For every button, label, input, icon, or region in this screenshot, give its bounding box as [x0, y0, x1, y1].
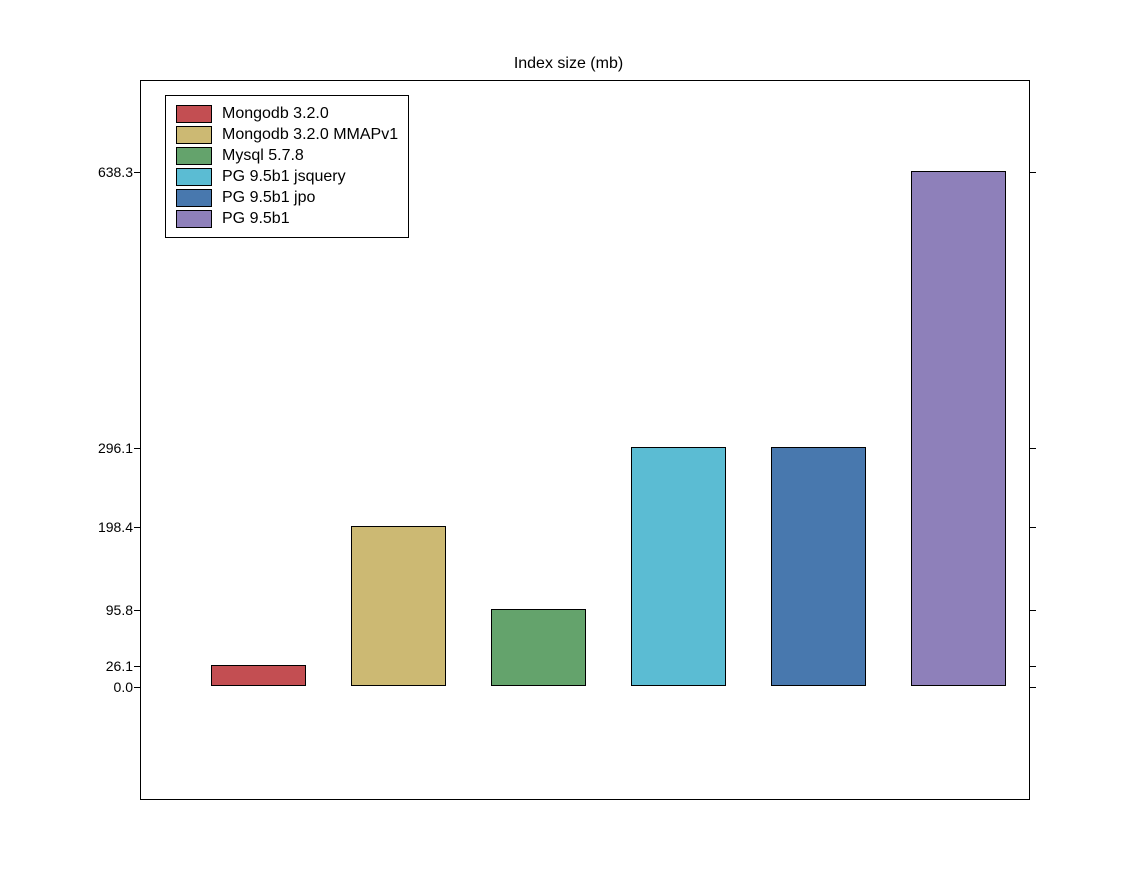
y-tick-mark-right-3 — [1030, 527, 1036, 528]
y-tick-mark-5 — [134, 172, 140, 173]
bar-3 — [631, 447, 726, 686]
legend-label-1: Mongodb 3.2.0 MMAPv1 — [222, 126, 398, 144]
chart-title: Index size (mb) — [514, 55, 623, 73]
legend-label-3: PG 9.5b1 jsquery — [222, 168, 346, 186]
y-tick-mark-right-0 — [1030, 687, 1036, 688]
legend-swatch-1 — [176, 126, 212, 144]
y-tick-label-2: 95.8 — [106, 602, 133, 618]
y-tick-label-0: 0.0 — [114, 679, 133, 695]
bar-2 — [491, 609, 586, 686]
bar-4 — [771, 447, 866, 686]
y-tick-mark-3 — [134, 527, 140, 528]
legend-swatch-2 — [176, 147, 212, 165]
y-tick-mark-1 — [134, 666, 140, 667]
y-tick-label-4: 296.1 — [98, 440, 133, 456]
legend-item-4: PG 9.5b1 jpo — [176, 189, 398, 207]
legend-swatch-5 — [176, 210, 212, 228]
legend-swatch-4 — [176, 189, 212, 207]
legend-label-5: PG 9.5b1 — [222, 210, 290, 228]
chart-legend: Mongodb 3.2.0 Mongodb 3.2.0 MMAPv1 Mysql 5… — [165, 95, 409, 238]
y-tick-mark-right-4 — [1030, 448, 1036, 449]
bar-0 — [211, 665, 306, 686]
legend-item-3: PG 9.5b1 jsquery — [176, 168, 398, 186]
bar-5 — [911, 171, 1006, 686]
y-tick-label-1: 26.1 — [106, 658, 133, 674]
bar-1 — [351, 526, 446, 686]
legend-label-2: Mysql 5.7.8 — [222, 147, 304, 165]
legend-item-1: Mongodb 3.2.0 MMAPv1 — [176, 126, 398, 144]
y-tick-label-5: 638.3 — [98, 164, 133, 180]
y-tick-mark-2 — [134, 610, 140, 611]
y-tick-mark-right-5 — [1030, 172, 1036, 173]
legend-swatch-0 — [176, 105, 212, 123]
y-tick-mark-right-1 — [1030, 666, 1036, 667]
y-tick-mark-4 — [134, 448, 140, 449]
y-tick-mark-0 — [134, 687, 140, 688]
legend-item-0: Mongodb 3.2.0 — [176, 105, 398, 123]
legend-item-2: Mysql 5.7.8 — [176, 147, 398, 165]
legend-swatch-3 — [176, 168, 212, 186]
legend-label-4: PG 9.5b1 jpo — [222, 189, 315, 207]
y-tick-mark-right-2 — [1030, 610, 1036, 611]
legend-item-5: PG 9.5b1 — [176, 210, 398, 228]
legend-label-0: Mongodb 3.2.0 — [222, 105, 329, 123]
y-tick-label-3: 198.4 — [98, 519, 133, 535]
